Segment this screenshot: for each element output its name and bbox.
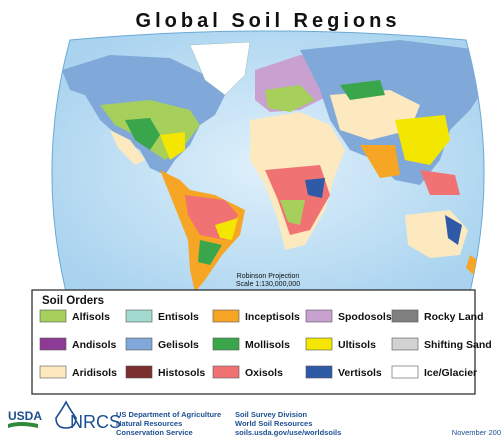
legend-swatch [125,337,153,351]
legend-swatch [305,309,333,323]
projection: Robinson Projection [237,273,300,280]
date: November 200 [452,428,501,437]
legend-swatch [125,365,153,379]
nrcs-logo: NRCS [70,412,121,432]
agency-line: Natural Resources [116,419,182,428]
legend-label: Histosols [158,367,205,379]
legend-label: Gelisols [158,339,199,351]
legend-swatch [39,337,67,351]
legend-swatch [212,365,240,379]
division-line: World Soil Resources [235,419,312,428]
legend-label: Mollisols [245,339,290,351]
usda-logo: USDA [8,409,42,423]
agency-line: Conservation Service [116,428,193,437]
world-map: Robinson Projection Scale 1:130,000,000 [51,30,485,301]
legend-label: Ice/Glacier [424,367,477,379]
legend-label: Entisols [158,311,199,323]
legend-label: Andisols [72,339,116,351]
legend-label: Rocky Land [424,311,484,323]
legend-swatch [125,309,153,323]
footer: USDA NRCS US Department of Agriculture N… [8,400,501,437]
legend-label: Alfisols [72,311,110,323]
legend-label: Ultisols [338,339,376,351]
agency-line: US Department of Agriculture [116,410,221,419]
legend-label: Shifting Sand [424,339,492,351]
scale: Scale 1:130,000,000 [236,281,300,288]
legend-swatch [305,365,333,379]
title: Global Soil Regions [136,10,401,32]
legend-swatch [212,337,240,351]
legend-swatch [39,309,67,323]
legend-label: Spodosols [338,311,392,323]
legend-swatch [391,365,419,379]
legend-label: Aridisols [72,367,117,379]
legend-swatch [305,337,333,351]
legend-swatch [391,337,419,351]
legend: Soil Orders Alfisols Andisols Aridisols Ent… [31,289,492,395]
legend-label: Inceptisols [245,311,300,323]
legend-swatch [391,309,419,323]
legend-label: Oxisols [245,367,283,379]
division-line: Soil Survey Division [235,410,308,419]
legend-title: Soil Orders [42,295,104,307]
legend-swatch [212,309,240,323]
legend-label: Vertisols [338,367,382,379]
legend-swatch [39,365,67,379]
division-line: soils.usda.gov/use/worldsoils [235,428,341,437]
